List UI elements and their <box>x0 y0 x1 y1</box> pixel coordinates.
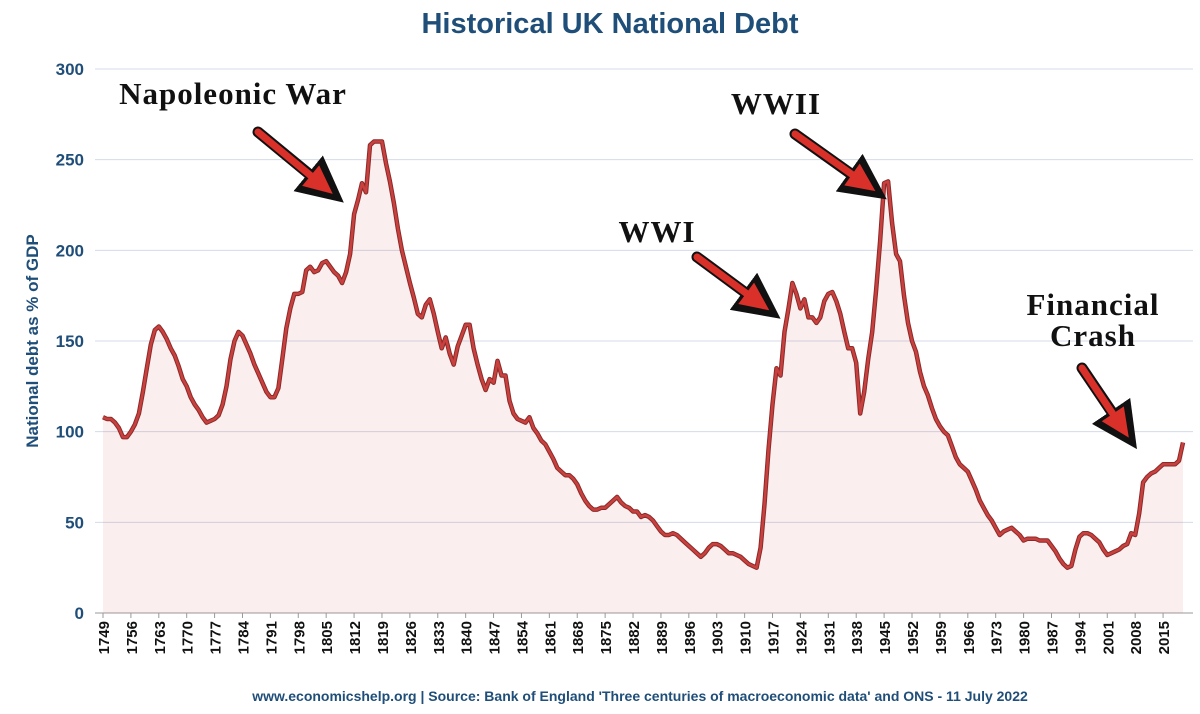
x-tick-label: 1854 <box>514 620 531 654</box>
x-tick-label: 1763 <box>152 621 169 654</box>
area <box>103 141 1183 613</box>
x-tick-label: 1826 <box>403 621 420 654</box>
x-tick-label: 1756 <box>124 621 141 654</box>
x-tick-label: 1917 <box>766 621 783 654</box>
chart-title: Historical UK National Debt <box>421 8 798 40</box>
x-tick-label: 2008 <box>1128 621 1145 654</box>
x-tick-label: 1924 <box>793 620 810 654</box>
x-tick-label: 1770 <box>180 621 197 654</box>
x-tick-label: 1861 <box>542 621 559 654</box>
x-tick-label: 1994 <box>1072 620 1089 654</box>
y-tick-label: 300 <box>56 60 84 79</box>
x-tick-label: 1805 <box>319 621 336 654</box>
x-tick-label: 1777 <box>208 621 225 654</box>
x-tick-label: 1889 <box>654 621 671 654</box>
annotation: Crash <box>1050 318 1136 353</box>
x-tick-label: 1812 <box>347 621 364 654</box>
x-tick-label: 1966 <box>961 621 978 654</box>
y-tick-label: 200 <box>56 241 84 260</box>
y-tick-label: 0 <box>75 604 84 623</box>
x-tick-label: 1882 <box>626 621 643 654</box>
y-tick-label: 100 <box>56 423 84 442</box>
y-tick-label: 50 <box>65 513 84 532</box>
x-tick-label: 1952 <box>905 621 922 654</box>
x-tick-label: 1833 <box>431 621 448 654</box>
x-tick-label: 2015 <box>1156 621 1173 654</box>
x-tick-label: 1847 <box>487 621 504 654</box>
x-tick-label: 1896 <box>682 621 699 654</box>
plot-area: 0 50 100 150 200 250 300 1749 1756 1763 1770 1777 17… <box>56 60 1193 654</box>
x-tick-label: 1903 <box>710 621 727 654</box>
x-tick-label: 1819 <box>375 621 392 654</box>
y-tick-label: 250 <box>56 151 84 170</box>
x-tick-label: 1784 <box>235 620 252 654</box>
x-tick-label: 1868 <box>570 621 587 654</box>
x-tick-label: 1945 <box>877 621 894 654</box>
arrows <box>252 126 1137 450</box>
x-tick-label: 1959 <box>933 621 950 654</box>
x-tick-label: 1931 <box>821 621 838 654</box>
annotation: Financial <box>1026 287 1159 322</box>
y-axis-label: National debt as % of GDP <box>23 234 42 447</box>
annotation: WWII <box>731 86 821 121</box>
x-tick-label: 1987 <box>1044 621 1061 654</box>
source-note: www.economicshelp.org | Source: Bank of … <box>251 688 1028 704</box>
x-tick-label: 1875 <box>598 621 615 654</box>
x-tick-label: 2001 <box>1100 621 1117 654</box>
x-tick-label: 1938 <box>849 621 866 654</box>
y-tick-label: 150 <box>56 332 84 351</box>
annotation: Napoleonic War <box>119 76 347 111</box>
annotation: WWI <box>618 214 695 249</box>
x-tick-label: 1798 <box>291 621 308 654</box>
x-tick-label: 1749 <box>96 621 113 654</box>
x-tick-label: 1980 <box>1017 621 1034 654</box>
x-tick-label: 1791 <box>263 621 280 654</box>
x-tick-label: 1840 <box>459 621 476 654</box>
x-tick-label: 1973 <box>989 621 1006 654</box>
x-tick-label: 1910 <box>738 621 755 654</box>
line <box>102 140 1185 569</box>
